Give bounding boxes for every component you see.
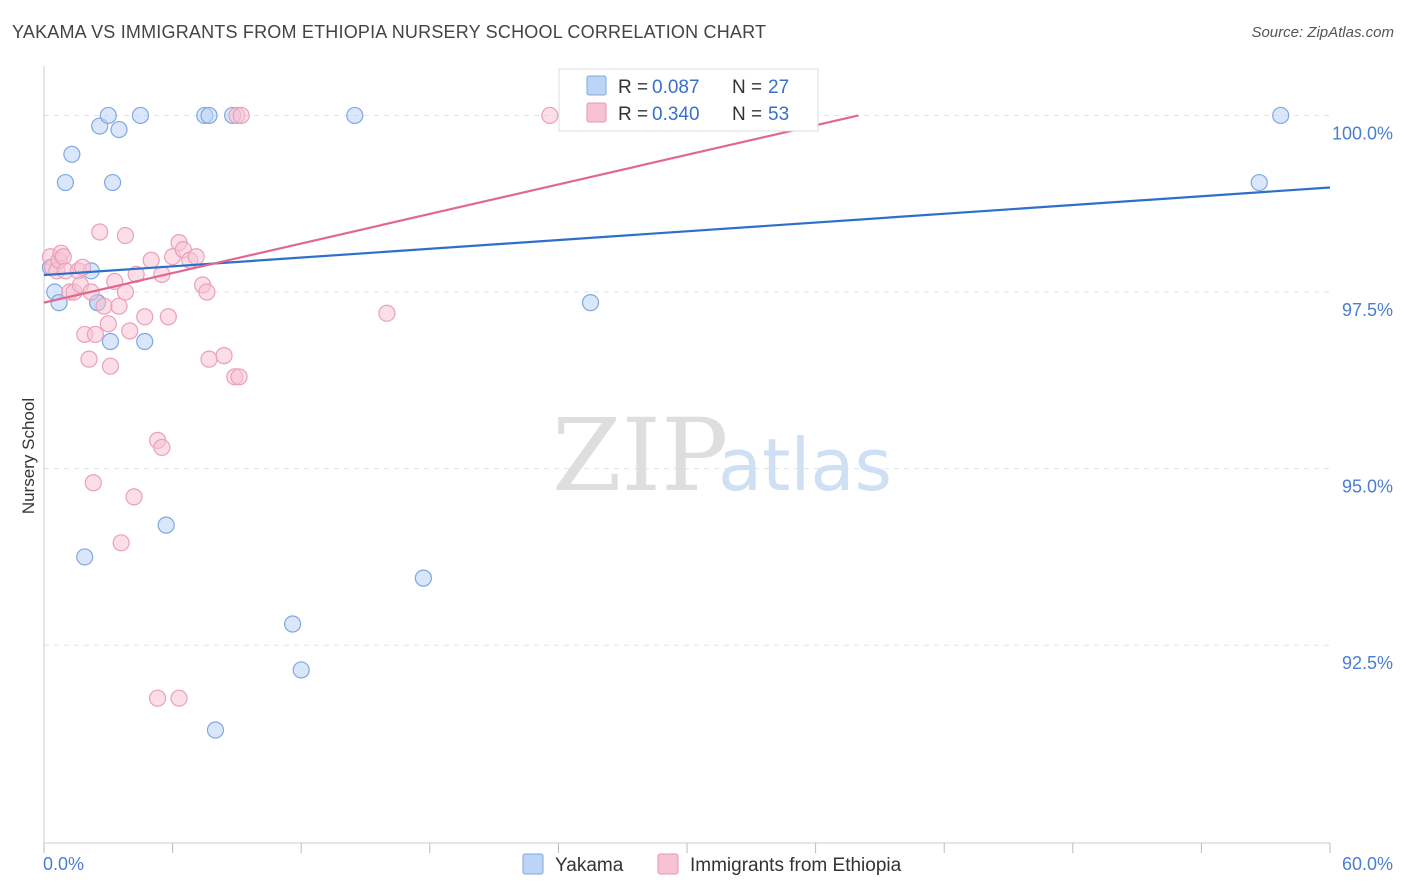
point-ethiopia-18 [99,315,117,333]
point-ethiopia-19 [101,357,120,375]
bottom-legend-swatch-yakama [522,853,544,875]
legend-swatch-ethiopia [586,102,607,123]
point-yakama-24 [284,615,302,633]
point-ethiopia-35 [187,248,205,266]
legend-r-ethiopia: 0.340 [652,104,700,125]
point-ethiopia-13 [80,350,98,368]
point-ethiopia-46 [125,488,143,506]
y-tick-label-1: 97.5% [1342,300,1393,320]
chart-title: YAKAMA VS IMMIGRANTS FROM ETHIOPIA NURSE… [12,22,767,42]
point-ethiopia-43 [230,368,248,386]
point-ethiopia-45 [84,474,102,492]
point-yakama-27 [206,721,225,739]
point-ethiopia-44 [153,438,171,457]
point-ethiopia-30 [159,308,177,326]
point-ethiopia-42 [232,106,250,125]
trend-line-yakama [43,186,1331,277]
point-ethiopia-47 [112,534,130,552]
point-yakama-13 [131,106,150,125]
point-ethiopia-38 [200,350,218,368]
point-ethiopia-15 [86,325,105,344]
y-tick-label-0: 100.0% [1332,123,1393,143]
point-ethiopia-24 [121,322,139,340]
x-tick-label-1: 60.0% [1342,854,1393,874]
x-tick-labels: 0.0% 60.0% [43,854,1393,874]
legend-box: R = 0.087 N = 27 R = 0.340 N = 53 [558,68,819,132]
point-yakama-14 [136,332,154,351]
y-tick-labels: 100.0% 97.5% 95.0% 92.5% [1332,123,1393,673]
point-yakama-10 [103,173,122,192]
legend-r-yakama: 0.087 [652,77,700,98]
point-ethiopia-17 [95,297,113,315]
bottom-legend: Yakama Immigrants from Ethiopia [522,853,902,876]
point-yakama-11 [110,120,128,139]
y-axis-label: Nursery School [19,398,38,514]
point-yakama-20 [581,294,600,312]
point-ethiopia-27 [142,251,160,269]
point-yakama-3 [56,173,75,192]
point-ethiopia-52 [170,689,188,707]
watermark: ZIP atlas [552,397,892,514]
point-ethiopia-5 [54,248,72,266]
point-ethiopia-37 [198,283,216,301]
point-ethiopia-48 [378,304,396,322]
legend-r-label-yakama: R = [618,77,648,98]
point-yakama-26 [292,661,310,679]
point-ethiopia-21 [110,297,128,315]
point-yakama-25 [414,569,432,587]
trend-line-ethiopia [43,114,859,304]
legend-n-ethiopia: 53 [768,104,789,125]
data-points [41,106,1290,739]
legend-n-label-ethiopia: N = [732,104,762,125]
point-ethiopia-23 [116,226,135,245]
point-ethiopia-39 [215,347,233,365]
point-yakama-4 [63,145,81,163]
point-yakama-17 [200,106,218,125]
trend-lines [43,114,1331,304]
x-tick-label-0: 0.0% [43,854,84,874]
legend-n-yakama: 27 [768,77,789,98]
legend-swatch-yakama [586,75,607,96]
axes [43,66,1331,853]
chart-source: Source: ZipAtlas.com [1251,24,1394,41]
bottom-legend-yakama: Yakama [555,855,624,876]
y-tick-label-2: 95.0% [1342,477,1393,497]
bottom-legend-ethiopia: Immigrants from Ethiopia [690,855,902,876]
point-yakama-21 [1272,106,1290,125]
point-ethiopia-26 [136,308,154,326]
point-yakama-23 [76,548,94,566]
watermark-atlas: atlas [718,423,892,507]
point-ethiopia-16 [91,223,109,241]
point-yakama-15 [157,516,175,534]
watermark-zip: ZIP [552,397,728,514]
point-yakama-9 [99,106,117,125]
point-yakama-19 [346,106,364,125]
bottom-legend-swatch-ethiopia [657,853,679,875]
point-yakama-22 [1250,173,1268,192]
point-yakama-12 [101,332,120,351]
legend-r-label-ethiopia: R = [618,104,648,125]
point-ethiopia-22 [116,283,135,301]
point-ethiopia-49 [541,106,559,125]
point-ethiopia-51 [148,689,167,707]
legend-n-label-yakama: N = [732,77,762,98]
y-tick-label-3: 92.5% [1342,653,1393,673]
